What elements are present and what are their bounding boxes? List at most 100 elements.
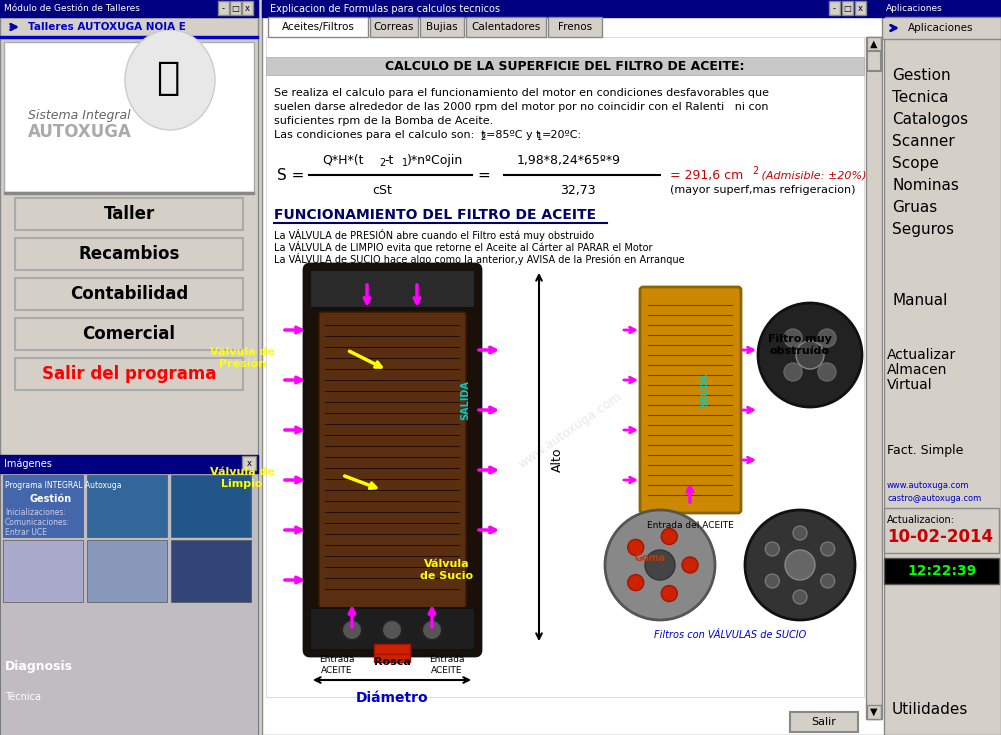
Circle shape xyxy=(382,620,402,640)
Bar xyxy=(882,17,1001,39)
Text: Sistema Integral: Sistema Integral xyxy=(28,109,130,121)
Text: SALIDA: SALIDA xyxy=(460,380,470,420)
Bar xyxy=(420,17,464,37)
Text: Q*H*(t: Q*H*(t xyxy=(322,154,363,167)
Text: Comunicaciones:: Comunicaciones: xyxy=(5,518,70,527)
Text: Imágenes: Imágenes xyxy=(4,459,52,469)
Text: ▼: ▼ xyxy=(870,707,878,717)
Text: Tecnica: Tecnica xyxy=(892,90,949,104)
Bar xyxy=(790,712,858,732)
Text: castro@autoxuga.com: castro@autoxuga.com xyxy=(887,493,981,503)
Text: Scope: Scope xyxy=(892,156,939,171)
Text: Aceites/Filtros: Aceites/Filtros xyxy=(281,22,354,32)
Circle shape xyxy=(818,329,836,347)
Text: = 291,6 cm: = 291,6 cm xyxy=(670,168,744,182)
Circle shape xyxy=(628,539,644,556)
Bar xyxy=(4,42,254,192)
Text: Contabilidad: Contabilidad xyxy=(70,285,188,303)
Circle shape xyxy=(605,510,715,620)
FancyBboxPatch shape xyxy=(304,264,481,656)
Bar xyxy=(15,238,243,270)
Bar xyxy=(171,540,251,602)
Circle shape xyxy=(821,574,835,588)
Text: 32,73: 32,73 xyxy=(560,184,596,196)
Circle shape xyxy=(628,575,644,591)
Bar xyxy=(548,17,602,37)
Text: 2: 2 xyxy=(480,133,485,142)
Ellipse shape xyxy=(125,30,215,130)
Circle shape xyxy=(784,363,802,381)
Text: 1: 1 xyxy=(536,133,542,142)
Text: Entrar UCE: Entrar UCE xyxy=(5,528,47,537)
Text: Gestion: Gestion xyxy=(892,68,951,82)
Bar xyxy=(884,508,999,553)
Text: Diámetro: Diámetro xyxy=(355,691,428,705)
Text: Las condiciones para el calculo son:  t: Las condiciones para el calculo son: t xyxy=(274,130,485,140)
Text: Módulo de Gestión de Talleres: Módulo de Gestión de Talleres xyxy=(4,4,140,13)
Text: -: - xyxy=(833,4,836,13)
Text: 2: 2 xyxy=(379,158,385,168)
Text: Seguros: Seguros xyxy=(892,221,954,237)
Text: =85ºC y t: =85ºC y t xyxy=(486,130,541,140)
Bar xyxy=(4,192,254,194)
Text: La VÁLVULA de PRESIÓN abre cuando el Filtro está muy obstruido: La VÁLVULA de PRESIÓN abre cuando el Fil… xyxy=(274,229,595,241)
Bar xyxy=(15,198,243,230)
Text: Diagnosis: Diagnosis xyxy=(5,660,73,673)
Bar xyxy=(374,644,410,654)
Circle shape xyxy=(818,363,836,381)
Text: Comercial: Comercial xyxy=(82,325,175,343)
Text: cSt: cSt xyxy=(372,184,391,196)
Text: Catalogos: Catalogos xyxy=(892,112,968,126)
Bar xyxy=(0,17,258,37)
Text: suelen darse alrededor de las 2000 rpm del motor por no coincidir con el Ralenti: suelen darse alrededor de las 2000 rpm d… xyxy=(274,102,769,112)
Bar xyxy=(855,1,866,15)
Text: 2: 2 xyxy=(752,166,758,176)
Text: =20ºC:: =20ºC: xyxy=(542,130,583,140)
Text: (mayor superf,mas refrigeracion): (mayor superf,mas refrigeracion) xyxy=(670,185,856,195)
Bar xyxy=(266,57,864,75)
Bar xyxy=(262,0,884,17)
Circle shape xyxy=(821,542,835,556)
Text: www.autoxuga.com: www.autoxuga.com xyxy=(516,390,625,470)
Text: Salir: Salir xyxy=(812,717,837,727)
Text: Talleres AUTOXUGA NOIA E: Talleres AUTOXUGA NOIA E xyxy=(28,22,186,32)
Text: ▲: ▲ xyxy=(870,39,878,49)
Text: )*nºCojin: )*nºCojin xyxy=(407,154,463,167)
Circle shape xyxy=(422,620,442,640)
Bar xyxy=(171,475,251,537)
Text: 1,98*8,24*65º*9: 1,98*8,24*65º*9 xyxy=(517,154,621,167)
Text: Nominas: Nominas xyxy=(892,177,959,193)
Text: 10-02-2014: 10-02-2014 xyxy=(887,528,993,546)
Bar xyxy=(242,456,256,470)
Bar xyxy=(370,17,418,37)
Text: La VÁLVULA de SUCIO hace algo como la anterior,y AVISA de la Presión en Arranque: La VÁLVULA de SUCIO hace algo como la an… xyxy=(274,253,685,265)
Circle shape xyxy=(745,510,855,620)
Bar xyxy=(15,278,243,310)
Bar xyxy=(867,705,881,719)
FancyBboxPatch shape xyxy=(319,312,466,608)
Bar xyxy=(0,455,258,473)
Bar xyxy=(268,17,368,37)
Text: Explicacion de Formulas para calculos tecnicos: Explicacion de Formulas para calculos te… xyxy=(270,4,500,13)
Text: Recambios: Recambios xyxy=(78,245,180,263)
Circle shape xyxy=(785,550,815,580)
Text: Entrada del ACEITE: Entrada del ACEITE xyxy=(647,520,734,529)
Text: www.autoxuga.com: www.autoxuga.com xyxy=(887,481,970,490)
Bar xyxy=(0,0,258,17)
Text: Válvula
de Sucio: Válvula de Sucio xyxy=(420,559,473,581)
Text: Aplicaciones: Aplicaciones xyxy=(908,23,974,33)
Bar xyxy=(866,37,882,719)
Text: Taller: Taller xyxy=(103,205,154,223)
Text: Actualizacion:: Actualizacion: xyxy=(887,515,955,525)
Bar xyxy=(87,475,167,537)
Bar xyxy=(884,558,999,584)
Text: Aplicaciones: Aplicaciones xyxy=(886,4,943,13)
Text: FUNCIONAMIENTO DEL FILTRO DE ACEITE: FUNCIONAMIENTO DEL FILTRO DE ACEITE xyxy=(274,208,597,222)
Text: Inicializaciones:: Inicializaciones: xyxy=(5,508,66,517)
Text: S =: S = xyxy=(277,168,309,182)
Text: Frenos: Frenos xyxy=(558,22,592,32)
Bar xyxy=(310,270,475,308)
Circle shape xyxy=(766,574,780,588)
Bar xyxy=(0,0,258,735)
Circle shape xyxy=(793,526,807,540)
